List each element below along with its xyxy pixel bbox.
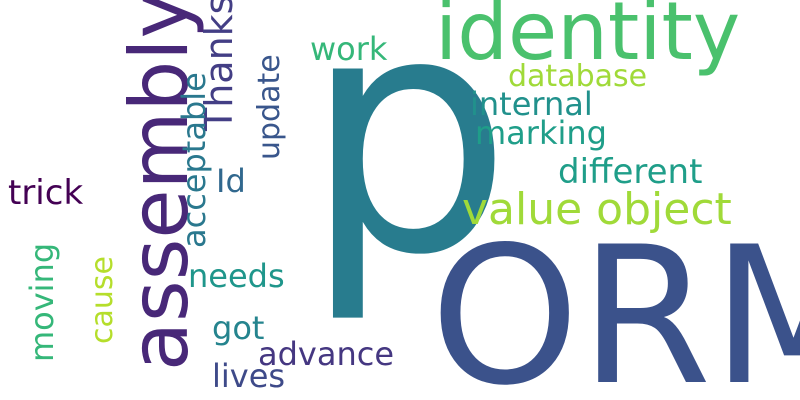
word-marking: marking <box>475 114 607 152</box>
word-p: p <box>303 0 513 327</box>
word-orm: ORM <box>430 206 800 400</box>
word-identity: identity <box>435 0 741 78</box>
word-internal: internal <box>470 85 593 123</box>
word-id: Id <box>216 162 246 200</box>
word-different: different <box>558 152 703 192</box>
word-update: update <box>252 54 287 160</box>
word-needs: needs <box>188 257 285 295</box>
word-value-object: value object <box>462 184 732 235</box>
word-moving: moving <box>23 242 61 362</box>
word-cause: cause <box>85 256 120 344</box>
word-trick: trick <box>8 173 84 213</box>
word-database: database <box>508 59 648 94</box>
word-acceptable: acceptable <box>175 72 213 248</box>
word-advance: advance <box>258 335 395 373</box>
word-work: work <box>310 30 388 68</box>
word-lives: lives <box>212 357 286 395</box>
word-got: got <box>212 309 265 347</box>
